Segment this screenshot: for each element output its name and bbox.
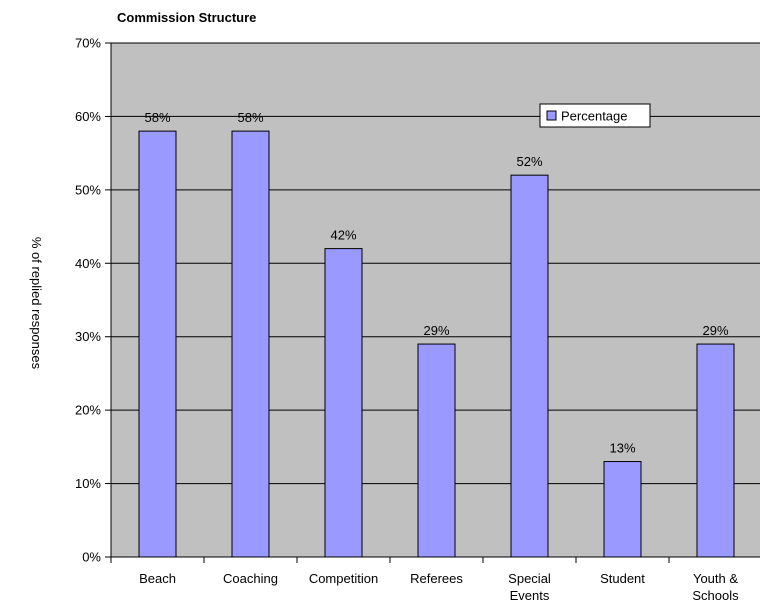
bar (231, 130, 270, 558)
data-label: 52% (516, 154, 542, 169)
data-label: 29% (423, 323, 449, 338)
data-label: 58% (237, 110, 263, 125)
category-label-line: Events (510, 588, 550, 603)
y-tick-label: 10% (75, 476, 101, 491)
bar (510, 174, 549, 558)
y-tick-label: 0% (82, 550, 101, 565)
y-axis-title: % of replied responses (29, 237, 44, 370)
category-label: Competition (309, 571, 378, 586)
data-label: 13% (609, 441, 635, 456)
category-label-line: Referees (410, 571, 463, 586)
category-label-line: Special (508, 571, 551, 586)
category-label: Coaching (223, 571, 278, 586)
bar (324, 248, 363, 558)
category-label-line: Coaching (223, 571, 278, 586)
y-tick-label: 70% (75, 36, 101, 51)
category-label-line: Beach (139, 571, 176, 586)
bar (696, 343, 735, 558)
y-tick-label: 50% (75, 182, 101, 197)
legend: Percentage (539, 103, 651, 128)
data-label: 29% (702, 323, 728, 338)
legend-swatch (546, 110, 557, 121)
y-tick-label: 20% (75, 403, 101, 418)
category-label-line: Competition (309, 571, 378, 586)
bar (417, 343, 456, 558)
category-label: Student (600, 571, 645, 586)
category-label-line: Schools (692, 588, 739, 603)
data-label: 42% (330, 228, 356, 243)
chart-title: Commission Structure (117, 10, 256, 25)
category-label: Special Events (508, 571, 551, 603)
category-label: Referees (410, 571, 463, 586)
category-label: Beach (139, 571, 176, 586)
bar (138, 130, 177, 558)
y-tick-label: 30% (75, 329, 101, 344)
bar (603, 461, 642, 558)
category-label-line: Youth & (693, 571, 738, 586)
legend-box (539, 103, 651, 128)
y-tick-label: 40% (75, 256, 101, 271)
legend-label: Percentage (561, 109, 628, 124)
category-label: Youth & Schools (692, 571, 739, 603)
data-label: 58% (144, 110, 170, 125)
y-tick-label: 60% (75, 109, 101, 124)
category-label-line: Student (600, 571, 645, 586)
